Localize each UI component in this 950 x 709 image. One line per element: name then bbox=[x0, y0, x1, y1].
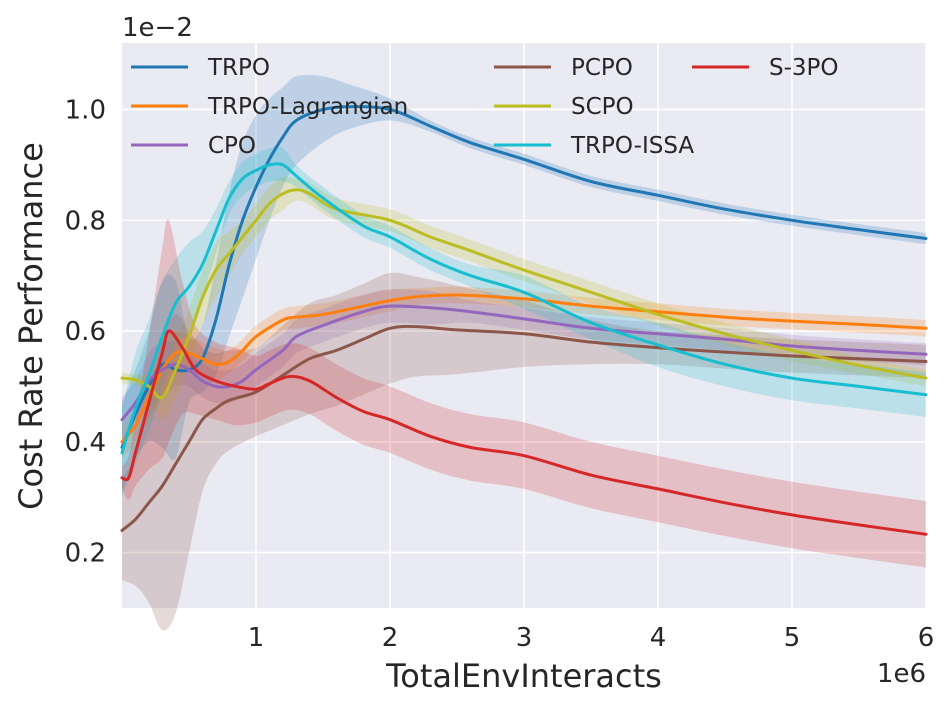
confidence-band-pcpo bbox=[122, 272, 926, 631]
y-axis-label: Cost Rate Performance bbox=[12, 142, 50, 510]
y-tick-labels: 0.2 0.4 0.6 0.8 1.0 bbox=[65, 95, 106, 568]
x-axis-label: TotalEnvInteracts bbox=[385, 657, 662, 695]
series-line-cpo bbox=[120, 304, 928, 422]
series-line-trpo bbox=[120, 105, 928, 449]
legend-label: PCPO bbox=[571, 55, 633, 81]
x-tick-label: 2 bbox=[382, 623, 399, 653]
series-line-trpo-lagrangian bbox=[120, 293, 928, 444]
x-tick-label: 5 bbox=[784, 623, 801, 653]
series-line-scpo bbox=[120, 188, 928, 400]
x-tick-label: 1 bbox=[248, 623, 265, 653]
y-tick-label: 0.6 bbox=[65, 317, 106, 347]
confidence-band-cpo bbox=[122, 289, 926, 442]
legend-label: S-3PO bbox=[769, 55, 839, 81]
series-lines bbox=[120, 105, 928, 536]
y-tick-label: 0.2 bbox=[65, 539, 106, 569]
legend: TRPO TRPO-Lagrangian CPO PCPO SCPO TRPO-ISSA S… bbox=[131, 55, 839, 159]
x-tick-label: 4 bbox=[650, 623, 667, 653]
series-line-trpo-issa bbox=[120, 162, 928, 455]
x-tick-label: 6 bbox=[918, 623, 935, 653]
legend-label: TRPO-ISSA bbox=[570, 133, 694, 159]
y-tick-label: 1.0 bbox=[65, 95, 106, 125]
x-tick-label: 3 bbox=[516, 623, 533, 653]
y-tick-label: 0.4 bbox=[65, 428, 106, 458]
confidence-band-s-3po bbox=[122, 219, 926, 568]
y-offset-label: 1e−2 bbox=[122, 13, 193, 43]
legend-label: TRPO-Lagrangian bbox=[207, 94, 408, 120]
legend-label: TRPO bbox=[207, 55, 270, 81]
x-offset-label: 1e6 bbox=[877, 659, 926, 689]
legend-label: CPO bbox=[208, 133, 256, 159]
y-tick-label: 0.8 bbox=[65, 206, 106, 236]
series-line-s-3po bbox=[120, 329, 928, 536]
series-line-pcpo bbox=[120, 324, 928, 532]
x-tick-labels: 1 2 3 4 5 6 bbox=[248, 623, 935, 653]
legend-label: SCPO bbox=[571, 94, 634, 120]
